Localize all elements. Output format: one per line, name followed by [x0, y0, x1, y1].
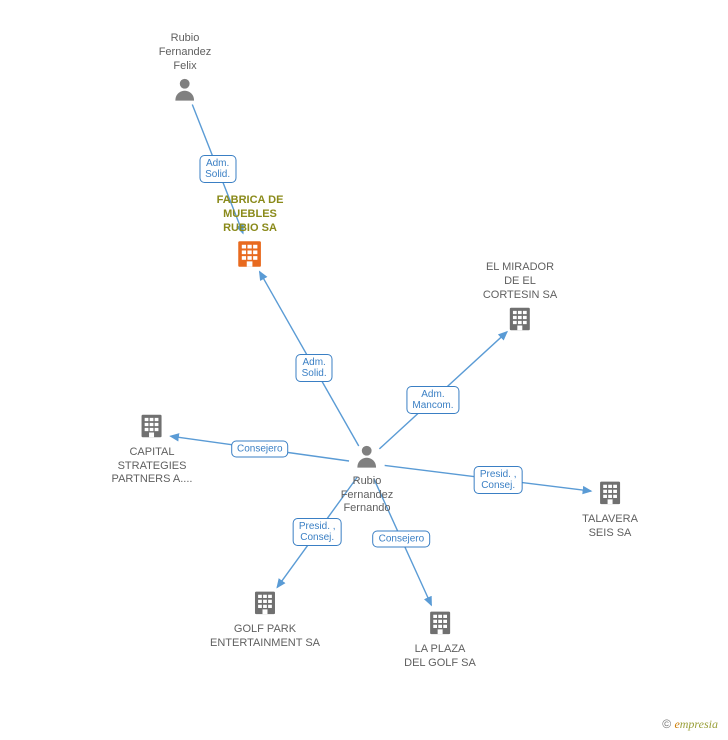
edge-label: Adm.Solid.	[199, 155, 236, 183]
edge-label-layer: Adm.Solid. Adm.Solid. Adm.Mancom. Presid. ,…	[0, 0, 728, 740]
edge-label: Adm.Mancom.	[406, 386, 459, 414]
edge-label: Adm.Solid.	[296, 354, 333, 382]
edge-label: Consejero	[373, 531, 431, 548]
edge-label: Presid. ,Consej.	[474, 466, 523, 494]
edge-label: Presid. ,Consej.	[293, 518, 342, 546]
brand-name: mpresia	[680, 717, 718, 731]
edge-label: Consejero	[231, 440, 289, 457]
footer-attribution: © empresia	[662, 717, 718, 732]
copyright-symbol: ©	[662, 717, 671, 731]
